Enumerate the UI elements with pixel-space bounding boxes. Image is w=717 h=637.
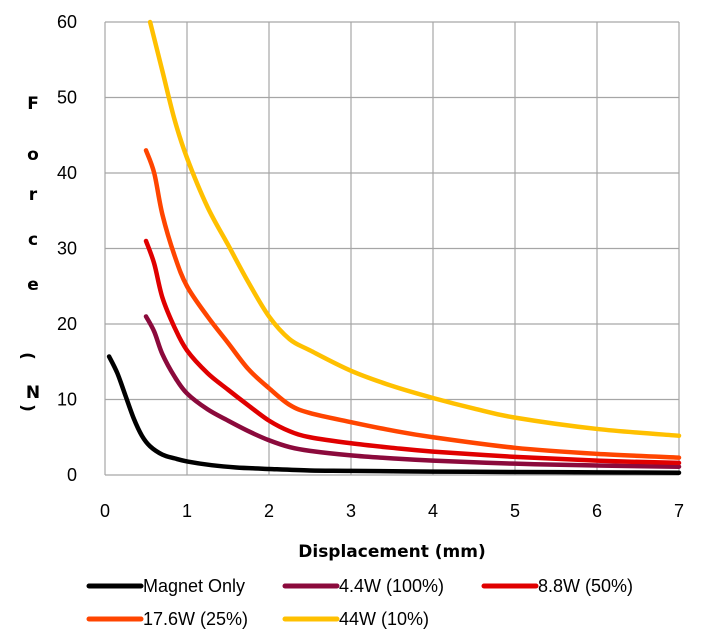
x-tick-label: 1 (182, 501, 192, 521)
y-axis-title-char: N (26, 383, 40, 403)
legend-label-44w-10: 44W (10%) (339, 609, 429, 629)
y-tick-label: 50 (57, 88, 77, 108)
y-tick-label: 20 (57, 314, 77, 334)
y-axis-title-char: ) (18, 352, 38, 360)
y-tick-label: 30 (57, 239, 77, 259)
series-line-17-6w-25 (143, 148, 682, 460)
x-tick-label: 5 (510, 501, 520, 521)
legend-label-magnet-only: Magnet Only (143, 576, 245, 596)
series-line-magnet-only (106, 354, 682, 475)
y-tick-label: 10 (57, 390, 77, 410)
x-tick-label: 4 (428, 501, 438, 521)
y-tick-label: 40 (57, 163, 77, 183)
y-axis-title: For c e (N) (18, 94, 40, 412)
tick-labels: 0 1 2 3 4 5 6 7 0 10 20 30 40 50 60 (57, 12, 684, 521)
y-axis-title-char: e (27, 275, 39, 295)
series-lines (106, 19, 682, 475)
legend-label-8-8w-50: 8.8W (50%) (538, 576, 633, 596)
legend-label-17-6w-25: 17.6W (25%) (143, 609, 248, 629)
series-line-44w-10 (147, 19, 682, 438)
x-tick-label: 6 (592, 501, 602, 521)
x-tick-label: 2 (264, 501, 274, 521)
y-axis-title-char: r (29, 185, 38, 205)
y-axis-title-char: c (28, 230, 38, 250)
x-tick-label: 7 (674, 501, 684, 521)
y-axis-title-char: F (27, 94, 39, 114)
y-axis-title-char: o (27, 145, 39, 165)
series-line-8-8w-50 (143, 238, 682, 466)
x-tick-label: 3 (346, 501, 356, 521)
y-tick-label: 60 (57, 12, 77, 32)
axes (104, 22, 679, 476)
legend: Magnet Only 4.4W (100%) 8.8W (50%) 17.6W (2… (86, 576, 633, 629)
series-line-4-4w-100 (143, 314, 682, 469)
x-tick-label: 0 (100, 501, 110, 521)
y-tick-label: 0 (67, 465, 77, 485)
x-axis-title: Displacement (mm) (298, 542, 486, 562)
legend-label-4-4w-100: 4.4W (100%) (339, 576, 444, 596)
y-axis-title-char: ( (18, 404, 38, 412)
gridlines (105, 21, 680, 475)
